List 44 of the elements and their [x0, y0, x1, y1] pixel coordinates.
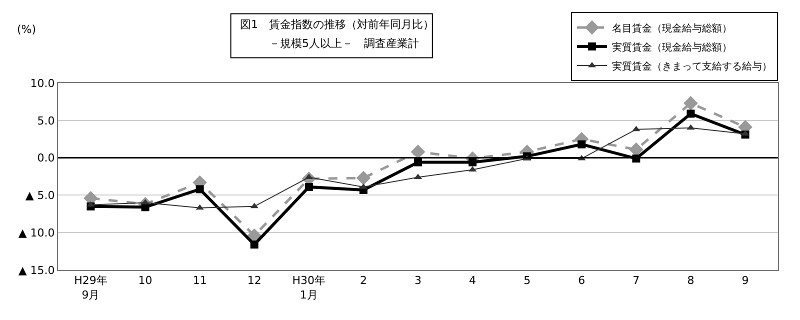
- x-tick-label: 7: [632, 274, 640, 288]
- point: [684, 96, 698, 110]
- x-tick-label: 6: [578, 274, 586, 288]
- point: [741, 130, 750, 136]
- point: [414, 158, 422, 166]
- point: [686, 110, 695, 118]
- legend-label: 実質賃金（きまって支給する給与）: [612, 60, 772, 72]
- x-tick-label: 5: [524, 274, 531, 288]
- x-tick-label: 9: [742, 274, 749, 288]
- point: [86, 201, 95, 207]
- y-tick-label: 10.0: [30, 76, 55, 90]
- point: [686, 124, 695, 130]
- point: [196, 204, 204, 210]
- x-tick-label: 11: [192, 274, 207, 288]
- x-tick-label: H30年 1月: [292, 274, 326, 302]
- point: [578, 140, 586, 148]
- x-tick-label: 12: [247, 274, 262, 288]
- point: [356, 170, 371, 186]
- point: [196, 185, 204, 194]
- legend-label: 名目賃金（現金給与総額）: [612, 22, 732, 34]
- y-tick-label: 5.0: [37, 114, 55, 128]
- y-axis-title: (%): [17, 23, 36, 36]
- chart-title: 図1 賃金指数の推移（対前年同月比）: [240, 18, 434, 31]
- legend-label: 実質賃金（現金給与総額）: [612, 41, 732, 54]
- x-tick-label: H29年 9月: [74, 274, 108, 302]
- x-tick-label: 10: [138, 274, 152, 288]
- point: [304, 182, 313, 191]
- point: [250, 240, 258, 249]
- point: [632, 126, 640, 132]
- x-tick-label: 8: [687, 274, 694, 288]
- x-tick-label: 3: [414, 274, 422, 288]
- chart-subtitle: －規模5人以上－ 調査産業計: [269, 37, 419, 50]
- y-tick-label: 0.0: [37, 152, 55, 165]
- y-tick-label: ▲ 10.0: [18, 226, 55, 240]
- x-tick-label: 4: [469, 274, 476, 288]
- point: [468, 166, 477, 172]
- y-tick-label: ▲ 5.0: [25, 189, 55, 202]
- point: [468, 158, 477, 166]
- x-tick-label: 2: [360, 274, 367, 288]
- y-tick-label: ▲ 15.0: [18, 264, 55, 277]
- point: [629, 142, 644, 157]
- point: [359, 183, 368, 189]
- point: [250, 202, 258, 208]
- point: [410, 144, 426, 159]
